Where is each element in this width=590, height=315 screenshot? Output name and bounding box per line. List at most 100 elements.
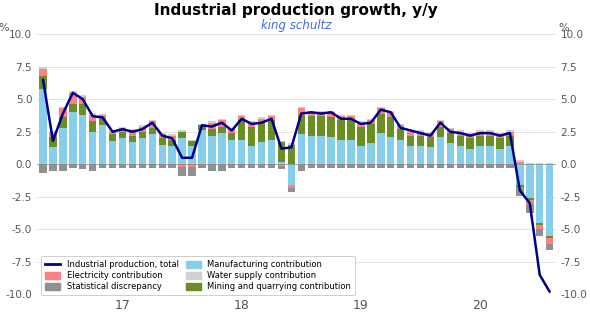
Bar [536,164,543,223]
Bar [89,115,96,121]
Bar [417,130,424,132]
Bar [476,132,484,136]
Bar [546,243,553,250]
Bar [69,91,77,93]
Bar [546,238,553,243]
Bar [337,115,345,116]
Bar [109,132,116,135]
Bar [317,111,325,112]
Bar [248,123,255,127]
Bar [168,140,176,146]
Bar [427,133,434,137]
Bar [467,164,474,168]
Bar [337,164,345,168]
Bar [159,133,166,135]
Bar [188,146,196,164]
Bar [178,167,186,176]
Bar [178,130,186,132]
Bar [506,130,514,132]
Bar [278,142,285,162]
Bar [536,163,543,164]
Bar [218,164,225,171]
Bar [367,119,375,120]
Bar [516,162,523,164]
Title: Industrial production growth, y/y: Industrial production growth, y/y [155,3,438,18]
Bar [437,137,444,164]
Bar [248,127,255,146]
Bar [526,198,533,200]
Bar [129,136,136,142]
Bar [297,164,305,171]
Bar [49,131,57,133]
Bar [129,129,136,130]
Bar [89,132,96,164]
Bar [99,114,106,115]
Bar [119,164,126,168]
Bar [79,97,87,105]
Bar [89,121,96,132]
Bar [407,136,414,146]
Bar [427,164,434,168]
Bar [447,128,454,129]
Bar [59,128,67,164]
Bar [407,130,414,132]
Bar [218,133,225,164]
Bar [327,111,335,112]
Bar [69,112,77,164]
Bar [99,125,106,164]
Bar [208,121,215,123]
Bar [149,120,156,121]
Bar [119,138,126,164]
Bar [476,136,484,146]
Bar [59,107,67,108]
Bar [536,226,543,229]
Bar [89,113,96,115]
Bar [198,130,206,164]
Bar [397,140,404,164]
Bar [387,137,395,164]
Bar [546,164,553,236]
Bar [476,146,484,164]
Bar [516,185,523,187]
Bar [546,236,553,238]
Legend: Industrial production, total, Electricity contribution, Statistical discrepancy,: Industrial production, total, Electricit… [41,256,355,295]
Bar [49,133,57,137]
Bar [437,127,444,137]
Bar [397,164,404,168]
Bar [297,108,305,115]
Bar [198,164,206,168]
Bar [337,140,345,164]
Bar [467,149,474,164]
Bar [208,123,215,129]
Bar [248,146,255,164]
Bar [457,132,464,136]
Bar [317,112,325,116]
Bar [506,136,514,146]
Bar [348,120,355,140]
Bar [268,116,275,120]
Bar [496,138,504,149]
Bar [457,130,464,132]
Bar [307,111,315,112]
Bar [49,147,57,164]
Bar [248,121,255,123]
Bar [79,105,87,115]
Bar [417,164,424,168]
Bar [178,138,186,164]
Bar [427,132,434,133]
Bar [258,142,266,164]
Bar [168,135,176,136]
Bar [447,164,454,168]
Bar [496,164,504,168]
Bar [119,132,126,138]
Bar [307,116,315,136]
Bar [238,140,245,164]
Bar [357,123,365,127]
Bar [367,164,375,168]
Bar [327,137,335,164]
Bar [258,164,266,168]
Bar [149,135,156,164]
Bar [407,132,414,136]
Bar [119,128,126,132]
Bar [367,143,375,164]
